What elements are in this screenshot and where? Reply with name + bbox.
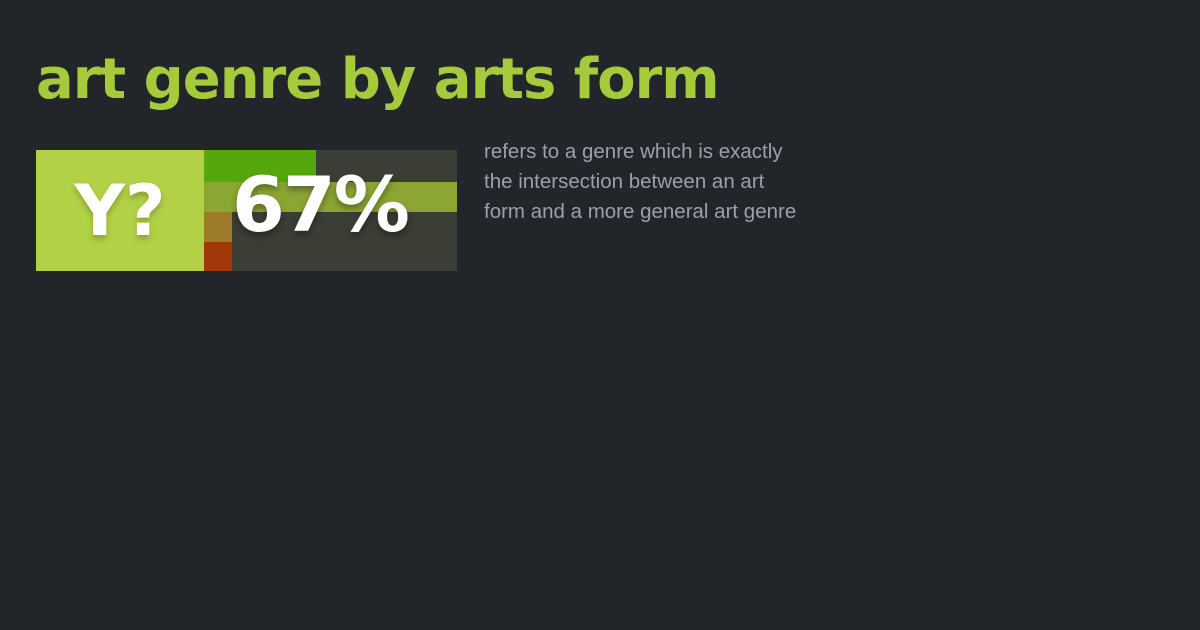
mosaic-red-block [204,242,232,271]
mosaic-row-4 [204,242,457,271]
mosaic-row-1 [204,150,457,182]
mosaic-olive-band [204,182,457,212]
mosaic-dark-block [232,212,457,242]
mosaic-green-block [204,150,316,182]
description-text: refers to a genre which is exactly the i… [484,137,796,227]
mosaic-dark-block [232,242,457,271]
mosaic-dark-block [316,150,457,182]
mosaic-ochre-block [204,212,232,242]
mosaic-blocks: 67% [204,150,457,271]
description-line: form and a more general art genre [484,200,797,223]
badge-label: Y? [74,169,166,252]
badge-square: Y? [36,150,204,271]
stat-value: 67% [232,160,410,249]
mosaic-row-3 [204,212,457,242]
description-line: the intersection between an art [484,170,765,193]
stat-tile: Y? 67% [36,150,457,271]
description-line: refers to a genre which is exactly [484,140,783,163]
mosaic-row-2 [204,182,457,212]
page-title: art genre by arts form [36,47,720,112]
